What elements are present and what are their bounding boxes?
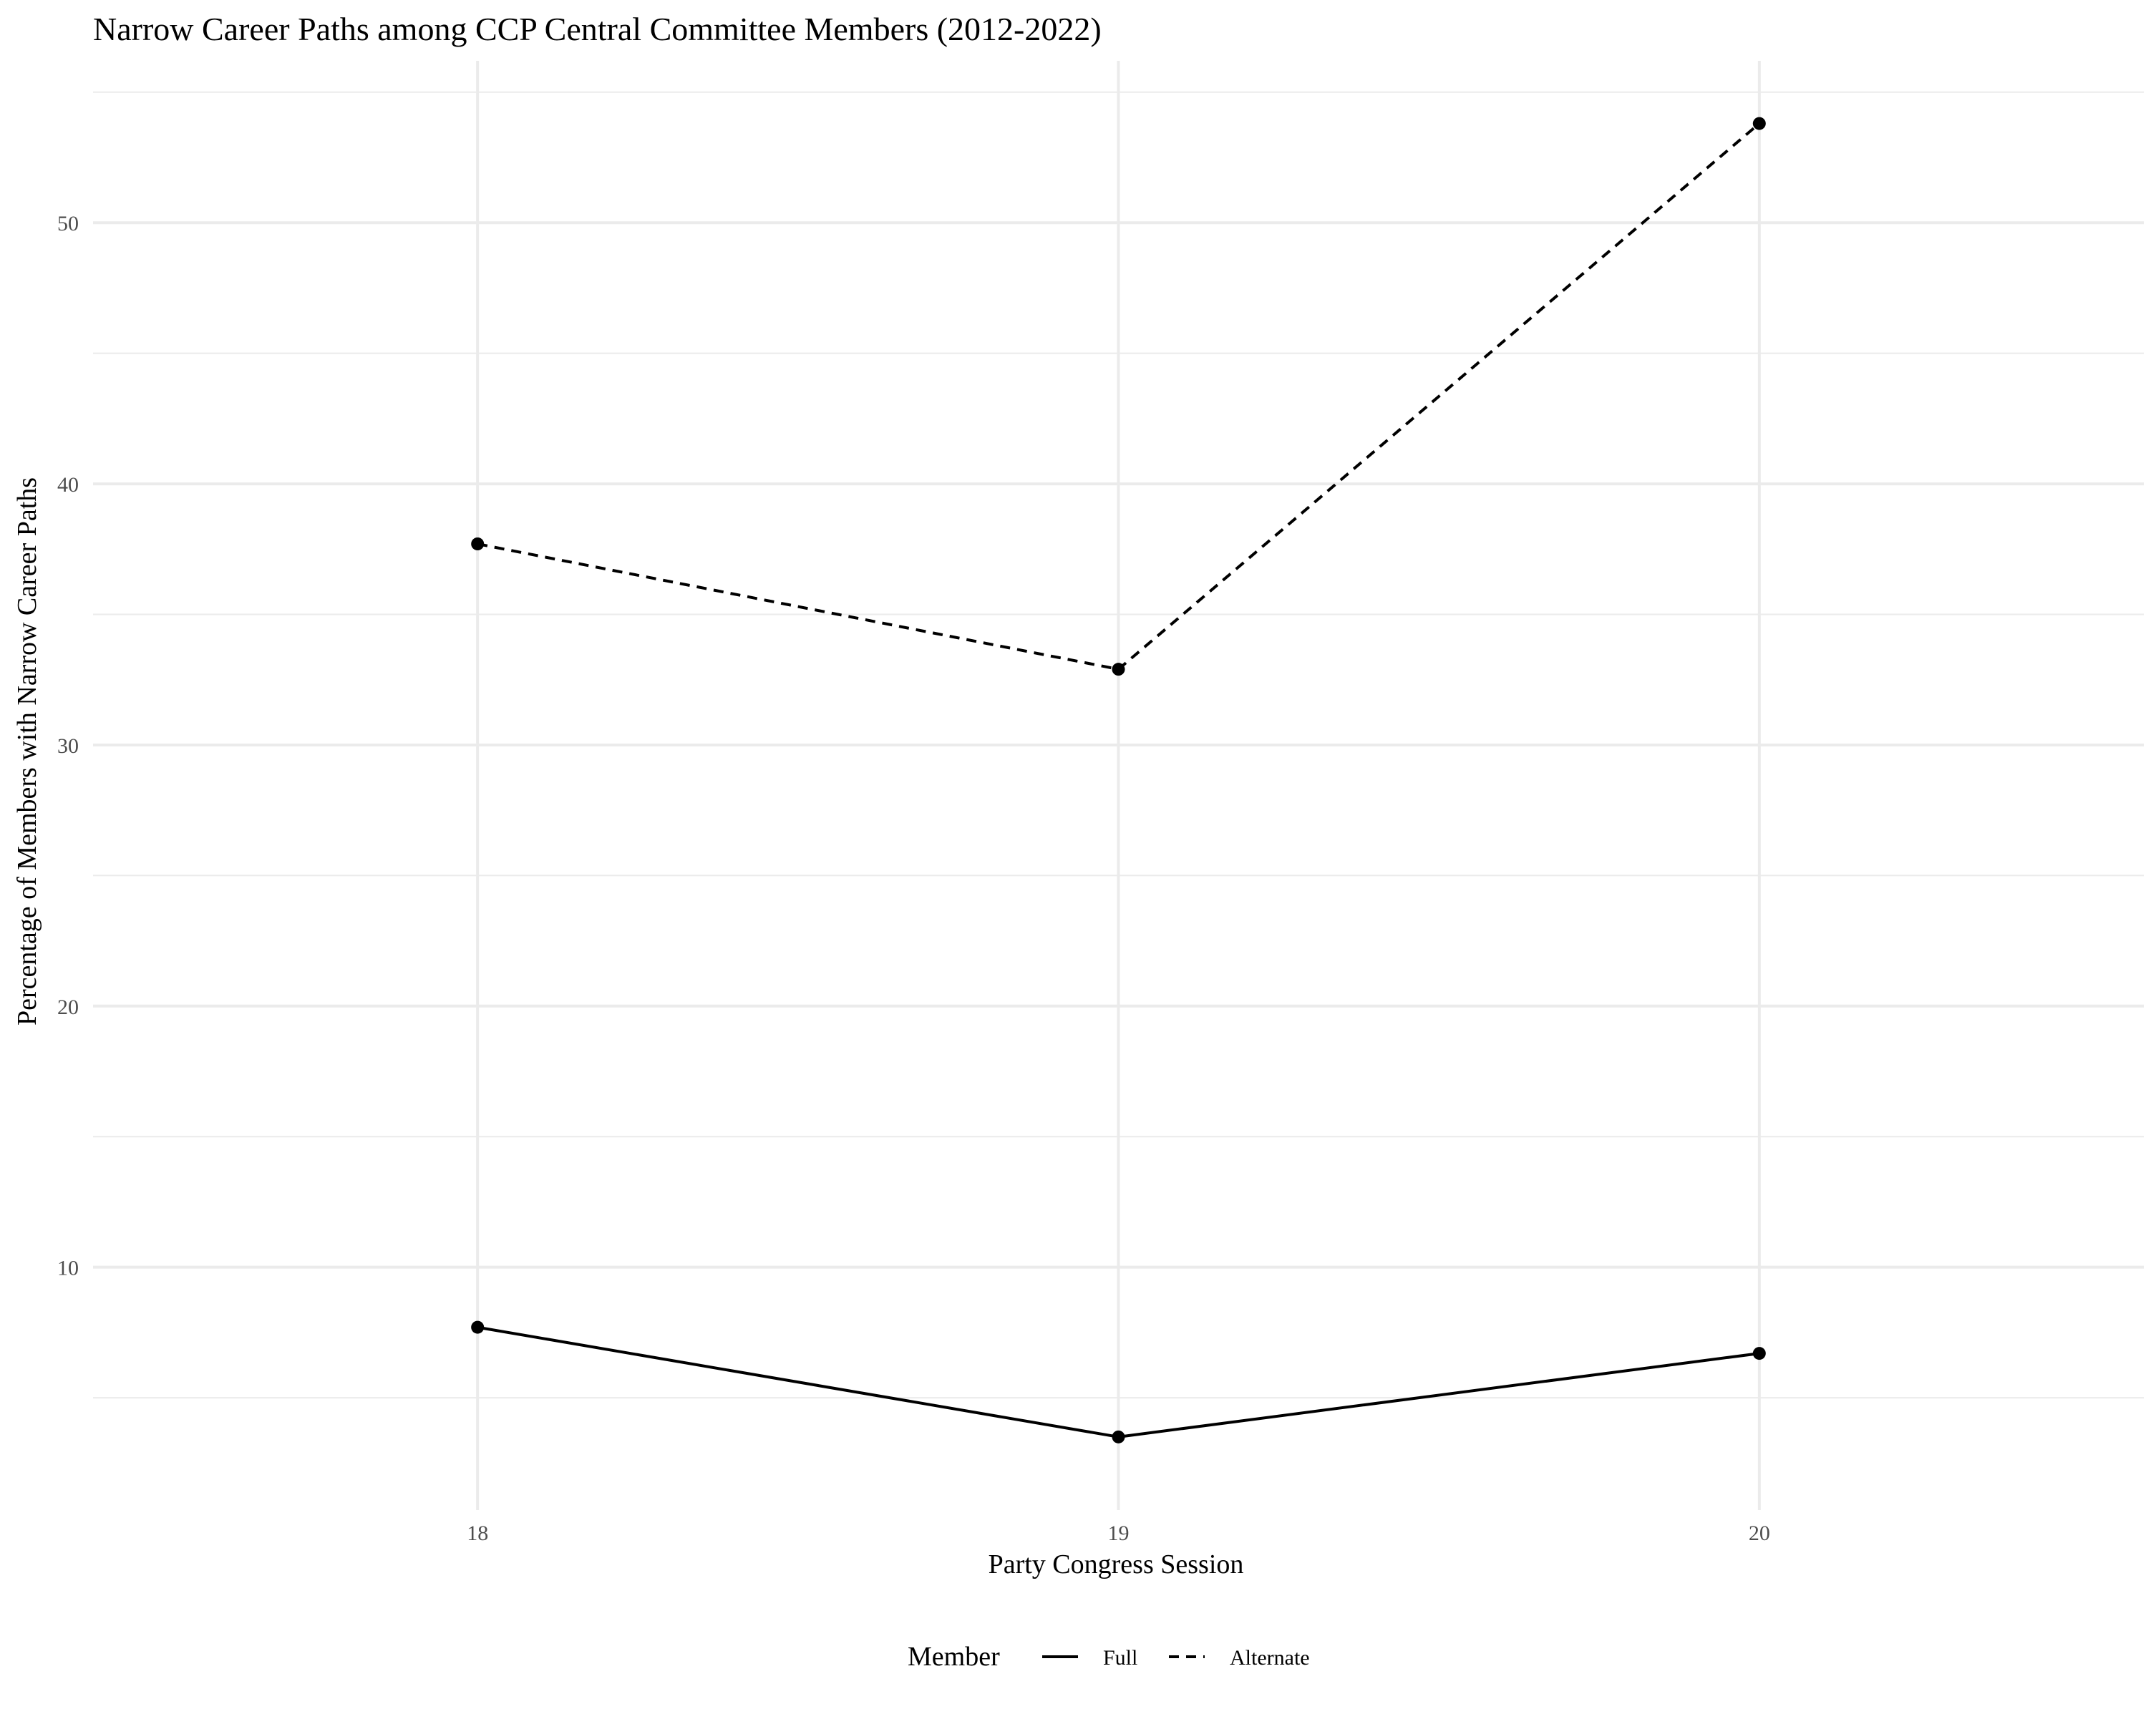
data-point-full	[1752, 1347, 1766, 1360]
y-tick-label: 20	[57, 995, 79, 1019]
data-point-alternate	[1112, 663, 1125, 676]
legend-title: Member	[908, 1642, 1000, 1672]
y-tick-label: 50	[57, 212, 79, 235]
y-tick-label: 30	[57, 734, 79, 758]
x-axis-title: Party Congress Session	[989, 1549, 1244, 1579]
y-axis-ticks: 10 20 30 40 50	[57, 212, 79, 1280]
y-tick-label: 40	[57, 473, 79, 497]
x-axis-ticks: 18 19 20	[467, 1521, 1770, 1545]
y-tick-label: 10	[57, 1257, 79, 1280]
data-point-alternate	[471, 537, 485, 550]
data-point-alternate	[1752, 117, 1766, 130]
data-point-full	[471, 1320, 485, 1334]
legend-label-full: Full	[1103, 1646, 1137, 1670]
legend: Member Full Alternate	[908, 1642, 1310, 1672]
x-tick-label: 18	[467, 1521, 488, 1545]
series-layer	[471, 117, 1766, 1443]
chart-title: Narrow Career Paths among CCP Central Co…	[93, 11, 1102, 47]
grid-lines	[93, 61, 2144, 1510]
y-axis-title: Percentage of Members with Narrow Career…	[12, 477, 42, 1026]
x-tick-label: 19	[1108, 1521, 1130, 1545]
data-point-full	[1112, 1430, 1125, 1443]
x-tick-label: 20	[1749, 1521, 1770, 1545]
legend-label-alternate: Alternate	[1230, 1646, 1310, 1670]
